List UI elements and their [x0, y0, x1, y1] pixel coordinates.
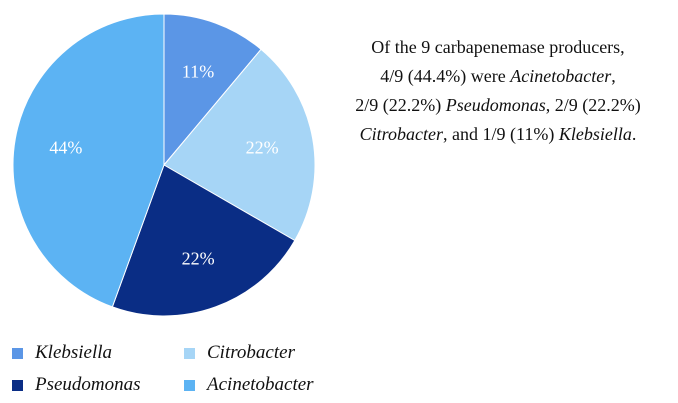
annotation-text: ,: [611, 66, 616, 86]
annotation-text: , 2/9 (22.2%): [545, 95, 641, 115]
legend-swatch-klebsiella: [12, 347, 23, 359]
legend-swatch-citrobacter: [184, 347, 195, 359]
annotation-line-3: 2/9 (22.2%) Pseudomonas, 2/9 (22.2%): [318, 91, 678, 120]
slice-label-pseudomonas: 22%: [182, 249, 215, 269]
legend-label-acinetobacter: Acinetobacter: [207, 374, 314, 395]
pie-slice-klebsiella: [163, 13, 262, 167]
slice-label-acinetobacter: 44%: [49, 138, 82, 158]
annotation-text: .: [631, 124, 637, 144]
annotation-organism: Klebsiella: [558, 124, 632, 144]
legend-item-klebsiella: Klebsiella: [12, 341, 184, 365]
pie-slice-pseudomonas: [111, 164, 296, 317]
annotation-text: 2/9 (22.2%): [355, 95, 446, 115]
legend-swatch-pseudomonas: [12, 379, 23, 391]
legend-label-citrobacter: Citrobacter: [207, 342, 295, 363]
annotation-organism: Pseudomonas: [445, 95, 546, 115]
legend-item-acinetobacter: Acinetobacter: [184, 373, 364, 397]
chart-legend: Klebsiella Citrobacter Pseudomonas Acinetob…: [12, 341, 364, 397]
annotation-line-1: Of the 9 carbapenemase producers,: [318, 33, 678, 62]
slice-label-citrobacter: 22%: [246, 138, 279, 158]
annotation-line-4: Citrobacter, and 1/9 (11%) Klebsiella.: [318, 120, 678, 149]
chart-annotation: Of the 9 carbapenemase producers, 4/9 (44…: [318, 33, 678, 149]
pie-slice-citrobacter: [163, 48, 316, 242]
annotation-text: 4/9 (44.4%) were: [380, 66, 511, 86]
legend-swatch-acinetobacter: [184, 379, 195, 391]
legend-label-pseudomonas: Pseudomonas: [35, 374, 141, 395]
annotation-organism: Acinetobacter: [510, 66, 612, 86]
annotation-text: Of the 9 carbapenemase producers,: [371, 37, 625, 57]
pie-slice-acinetobacter: [12, 13, 165, 308]
legend-label-klebsiella: Klebsiella: [35, 342, 113, 363]
annotation-organism: Citrobacter: [359, 124, 444, 144]
annotation-line-2: 4/9 (44.4%) were Acinetobacter,: [318, 62, 678, 91]
legend-item-citrobacter: Citrobacter: [184, 341, 364, 365]
slice-label-klebsiella: 11%: [182, 61, 214, 81]
legend-item-pseudomonas: Pseudomonas: [12, 373, 184, 397]
annotation-text: , and 1/9 (11%): [443, 124, 559, 144]
